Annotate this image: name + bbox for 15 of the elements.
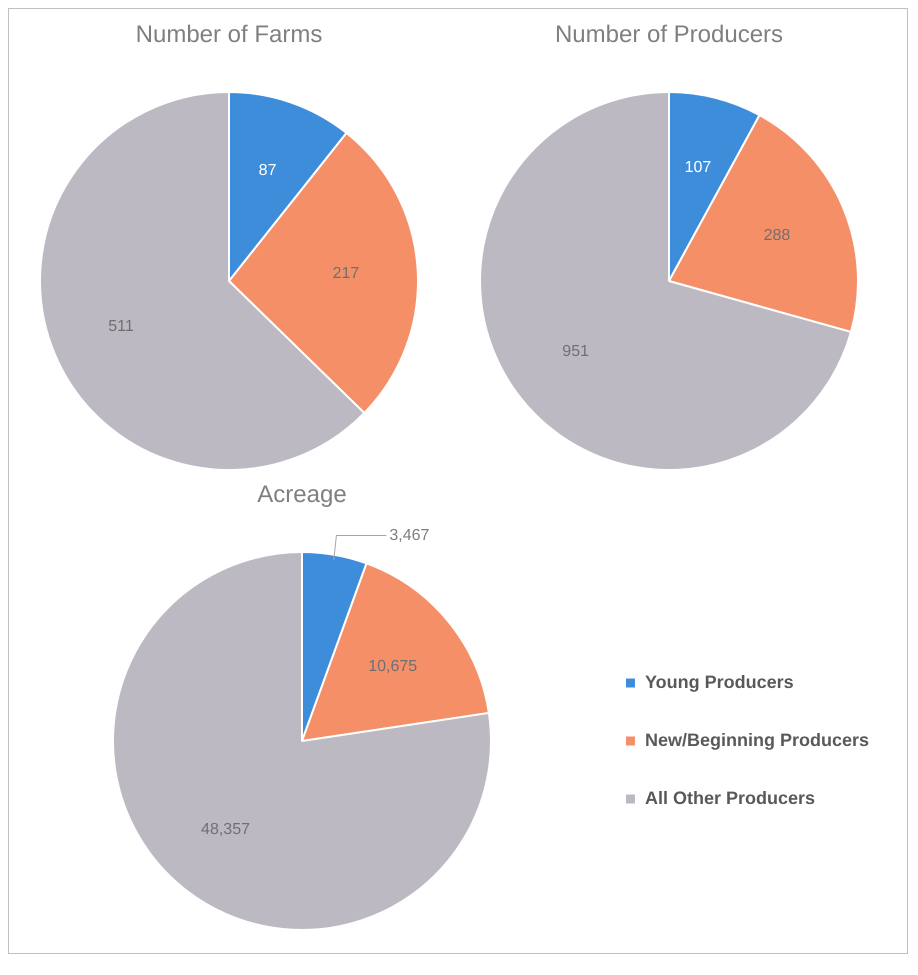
data-label: 511 bbox=[108, 318, 134, 335]
legend-label: New/Beginning Producers bbox=[644, 730, 870, 750]
data-label: 217 bbox=[332, 264, 360, 282]
chart-title: Acreage bbox=[256, 481, 348, 510]
data-label: 10,675 bbox=[368, 658, 418, 676]
legend-label: All Other Producers bbox=[644, 788, 816, 808]
data-label: 3,467 bbox=[389, 526, 430, 544]
data-label: 48,357 bbox=[201, 821, 250, 838]
data-label: 87 bbox=[258, 162, 277, 179]
data-label: 107 bbox=[684, 158, 712, 176]
legend-label: Young Producers bbox=[644, 672, 794, 692]
data-label: 288 bbox=[764, 226, 790, 244]
chart-title: Number of Farms bbox=[134, 21, 324, 50]
chart-title: Number of Producers bbox=[554, 21, 784, 50]
data-label: 951 bbox=[562, 343, 590, 360]
